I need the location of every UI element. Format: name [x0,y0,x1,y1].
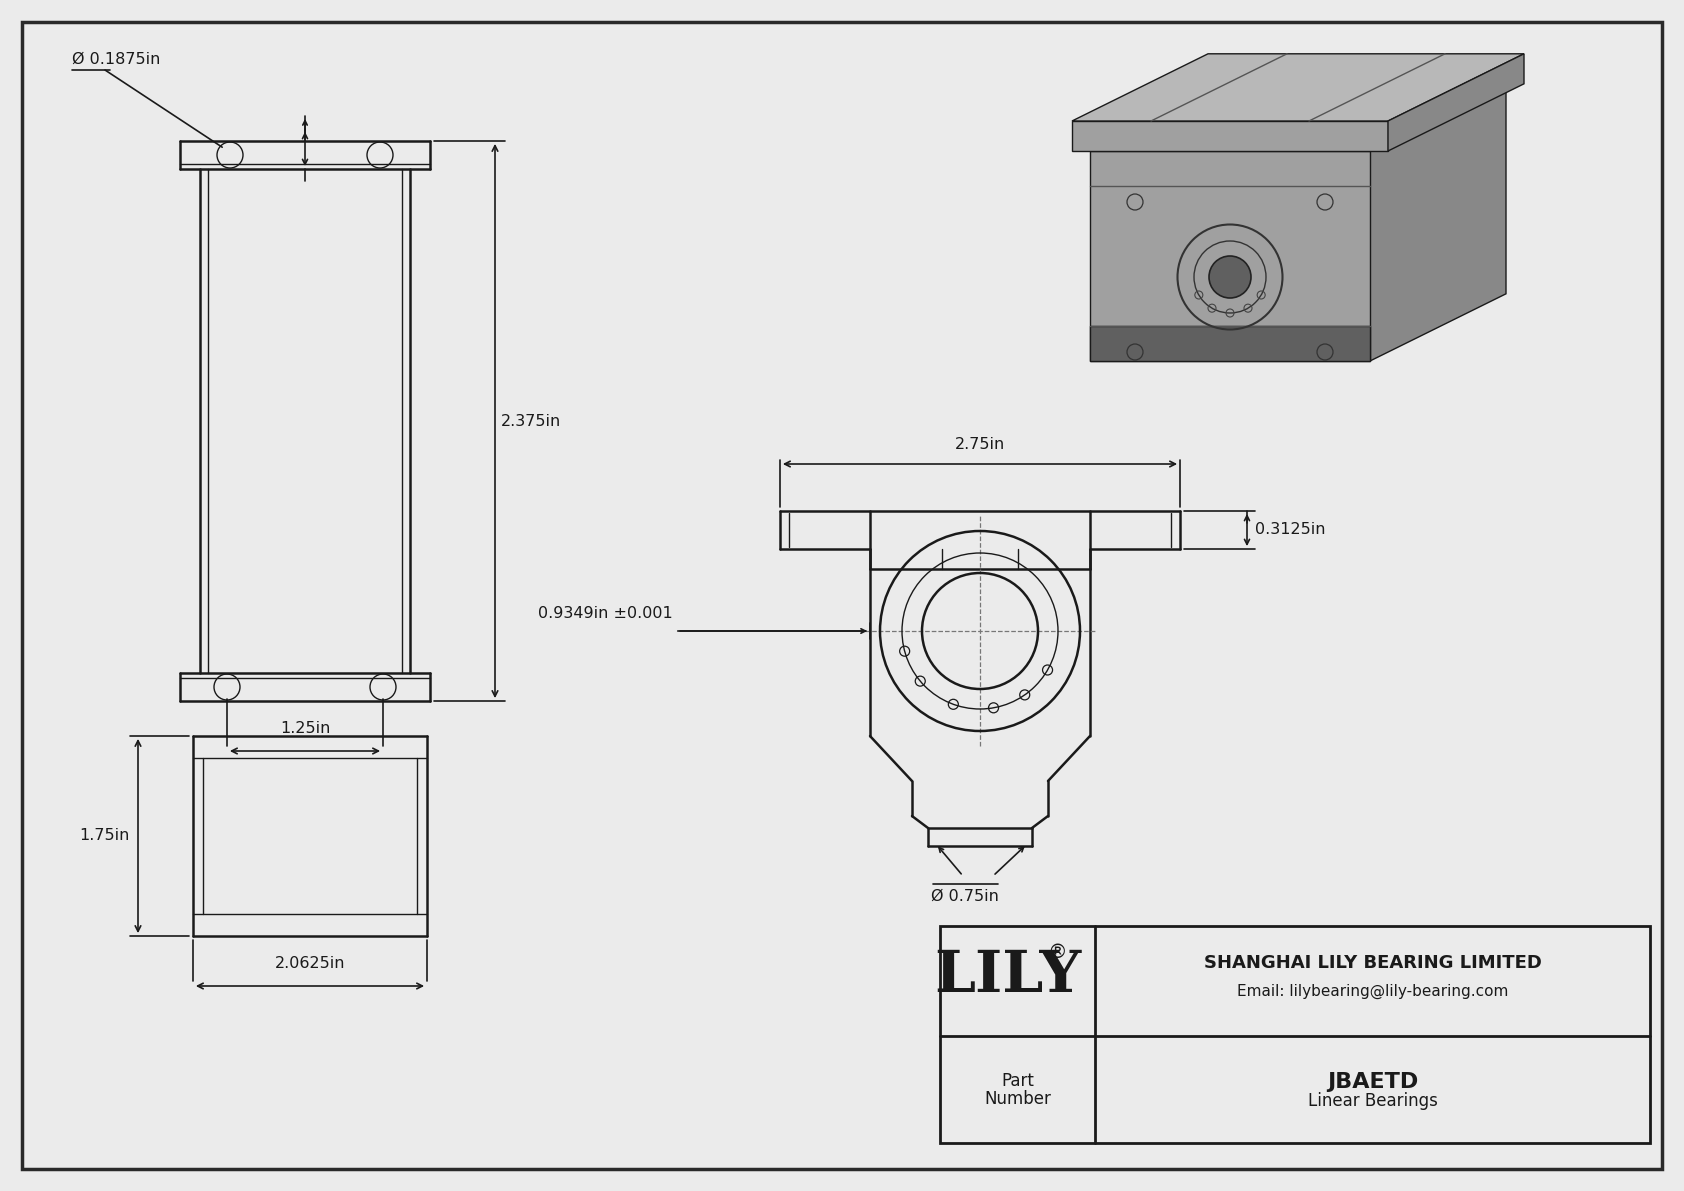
Text: Part: Part [1000,1073,1034,1091]
Text: ®: ® [1047,943,1068,962]
Text: 0.9349in ±0.001: 0.9349in ±0.001 [539,606,674,621]
Text: Email: lilybearing@lily-bearing.com: Email: lilybearing@lily-bearing.com [1236,984,1509,998]
Text: 0.3125in: 0.3125in [1255,523,1325,537]
Text: JBAETD: JBAETD [1327,1072,1418,1091]
Ellipse shape [1209,256,1251,298]
Polygon shape [1090,83,1505,151]
Text: 2.375in: 2.375in [502,413,561,429]
Polygon shape [1090,326,1371,361]
Bar [940,925,1650,1143]
Text: 1.25in: 1.25in [280,721,330,736]
Text: Ø 0.75in: Ø 0.75in [931,888,999,904]
Polygon shape [1388,54,1524,151]
Text: Number: Number [983,1091,1051,1109]
Text: Ø 0.1875in: Ø 0.1875in [72,52,160,67]
Polygon shape [1371,83,1505,361]
Polygon shape [1090,151,1371,361]
Text: SHANGHAI LILY BEARING LIMITED: SHANGHAI LILY BEARING LIMITED [1204,954,1541,972]
Text: 2.0625in: 2.0625in [274,956,345,971]
Polygon shape [1073,121,1388,151]
Text: 1.75in: 1.75in [79,829,130,843]
Text: Linear Bearings: Linear Bearings [1307,1092,1438,1110]
Text: 2.75in: 2.75in [955,437,1005,453]
Text: LILY: LILY [935,948,1081,1004]
Polygon shape [1073,54,1524,121]
